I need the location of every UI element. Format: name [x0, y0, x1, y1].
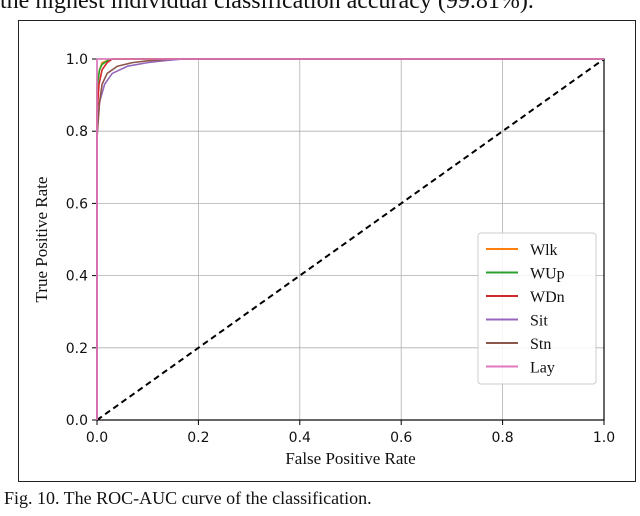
- chance-diagonal-line: [96, 58, 605, 421]
- preceding-paragraph-text: the highest individual classification ac…: [0, 0, 534, 14]
- legend-label-wlk: Wlk: [530, 242, 558, 259]
- legend: Wlk WUp WDn Sit Stn Lay: [477, 232, 597, 385]
- figure-frame: [18, 20, 636, 482]
- series-lines: [96, 58, 605, 421]
- legend-box: [477, 232, 597, 385]
- x-tick-label: 0.4: [289, 430, 311, 446]
- legend-label-lay: Lay: [530, 360, 555, 377]
- y-tick-label: 1.0: [66, 52, 88, 68]
- legend-label-sit: Sit: [530, 313, 548, 330]
- y-tick-label: 0.8: [66, 124, 88, 140]
- figure-caption: Fig. 10. The ROC-AUC curve of the classi…: [4, 488, 372, 508]
- series-line-stn: [96, 58, 604, 420]
- x-tick-label: 0.0: [86, 430, 108, 446]
- y-tick-label: 0.0: [66, 413, 88, 429]
- x-tick-label: 0.6: [390, 430, 412, 446]
- x-axis-label: False Positive Rate: [285, 449, 415, 468]
- legend-label-wup: WUp: [530, 266, 565, 283]
- x-tick-label: 1.0: [593, 430, 615, 446]
- series-line-lay: [96, 58, 604, 420]
- y-tick-label: 0.6: [66, 196, 88, 212]
- y-tick-label: 0.2: [66, 341, 88, 357]
- grid: [96, 58, 605, 421]
- legend-label-stn: Stn: [530, 336, 551, 353]
- x-tick-label: 0.2: [187, 430, 209, 446]
- axis-ticks: 0.0 0.2 0.4 0.6 0.8 1.0 0.0 0.2 0.4 0.6 0.8 1.0: [66, 52, 615, 446]
- y-tick-label: 0.4: [66, 269, 88, 285]
- x-tick-label: 0.8: [491, 430, 513, 446]
- legend-label-wdn: WDn: [530, 289, 565, 306]
- y-axis-label: True Positive Rate: [32, 177, 51, 303]
